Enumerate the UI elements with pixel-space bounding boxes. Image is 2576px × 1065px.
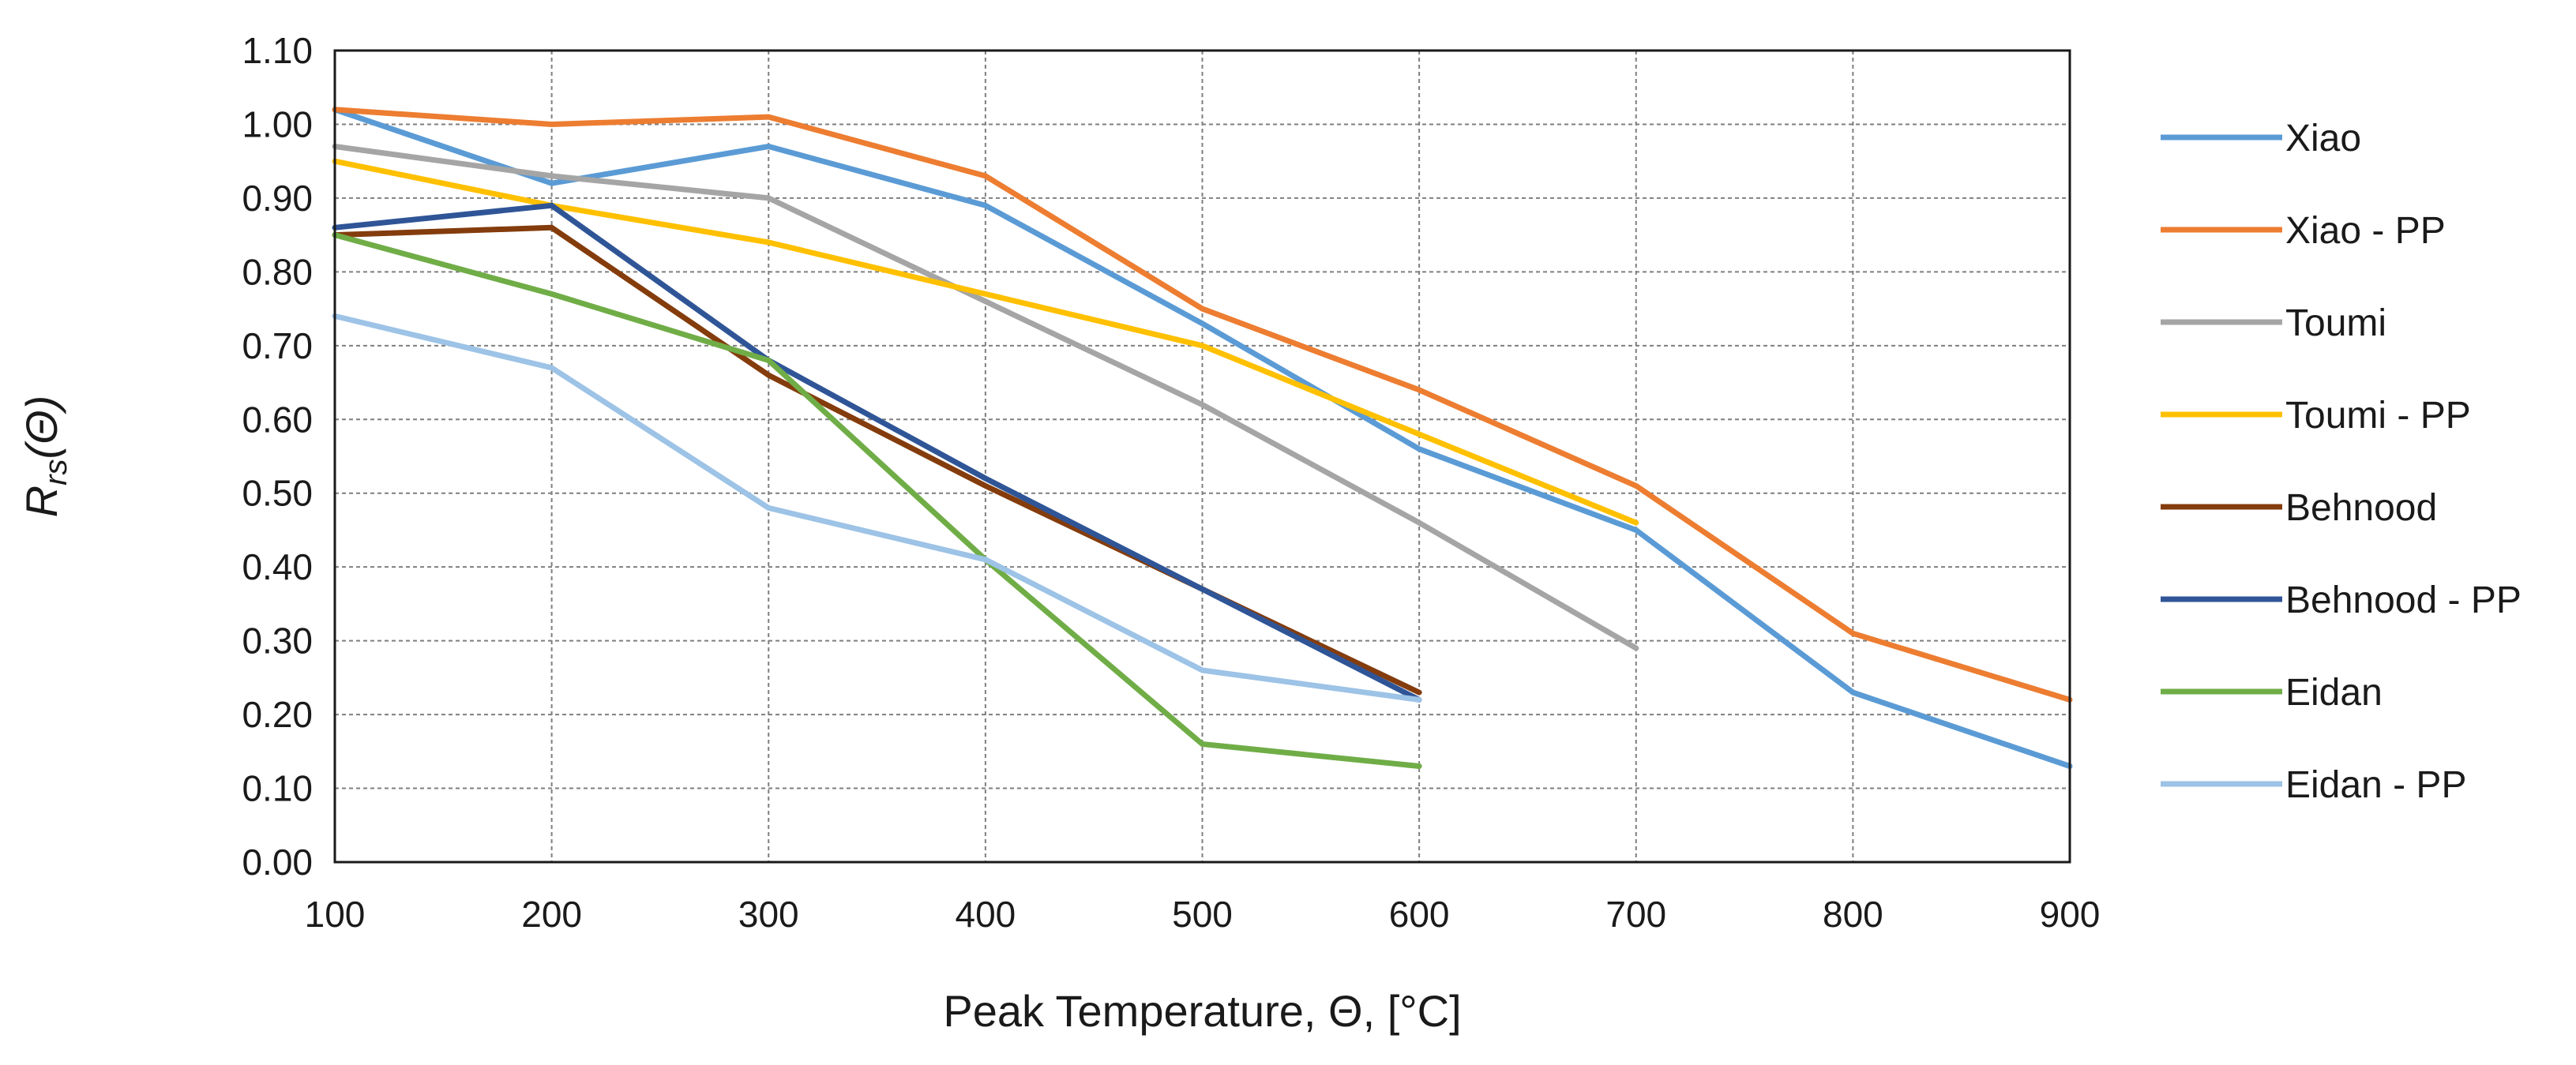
x-tick-label: 500 (1172, 894, 1233, 935)
x-tick-label: 600 (1389, 894, 1450, 935)
legend-item: Behnood - PP (2161, 579, 2522, 621)
legend-item: Eidan (2161, 672, 2383, 714)
y-tick-label: 0.30 (242, 621, 313, 662)
y-tick-label: 0.60 (242, 399, 313, 440)
series-line (332, 144, 1639, 651)
x-tick-label: 400 (956, 894, 1016, 935)
y-tick-label: 0.90 (242, 178, 313, 219)
plot-series (332, 107, 2073, 769)
y-tick-label: 0.80 (242, 251, 313, 292)
legend-item: Toumi - PP (2161, 395, 2471, 437)
legend-label: Xiao - PP (2285, 210, 2446, 252)
x-tick-label: 300 (738, 894, 799, 935)
x-tick-label: 100 (305, 894, 366, 935)
x-tick-label: 800 (1823, 894, 1883, 935)
y-tick-label: 1.10 (242, 30, 313, 71)
legend-item: Toumi (2161, 302, 2386, 344)
legend-label: Toumi (2285, 302, 2386, 344)
y-tick-label: 1.00 (242, 103, 313, 144)
series-line (332, 202, 1422, 703)
y-tick-label: 0.00 (242, 842, 313, 883)
series-line (332, 232, 1422, 769)
y-tick-label: 0.50 (242, 473, 313, 514)
y-tick-label: 0.20 (242, 694, 313, 735)
x-tick-label: 200 (521, 894, 582, 935)
series-line (332, 107, 2073, 769)
legend-label: Eidan (2285, 672, 2383, 714)
gridlines (334, 50, 2071, 863)
legend-item: Xiao - PP (2161, 210, 2446, 252)
y-axis-title: Rrs(Θ) (17, 396, 73, 518)
series-line (332, 107, 2073, 703)
legend-item: Behnood (2161, 487, 2437, 529)
y-tick-label: 0.40 (242, 546, 313, 587)
legend-label: Behnood - PP (2285, 579, 2522, 621)
x-axis-title: Peak Temperature, Θ, [°C] (943, 986, 1461, 1036)
legend-label: Xiao (2285, 118, 2361, 159)
y-tick-label: 0.70 (242, 325, 313, 366)
legend-item: Eidan - PP (2161, 764, 2466, 806)
y-axis-title-subscript: rs (39, 459, 73, 486)
x-tick-label: 900 (2040, 894, 2101, 935)
legend-label: Eidan - PP (2285, 764, 2466, 806)
legend-label: Behnood (2285, 487, 2437, 529)
x-axis-ticks: 100 200 300 400 500 600 700 800 900 (305, 894, 2101, 935)
y-axis-ticks: 0.00 0.10 0.20 0.30 0.40 0.50 0.60 0.70 0.80 0.90… (242, 30, 313, 883)
y-axis-title-argument: (Θ) (17, 396, 66, 459)
legend-item: Xiao (2161, 118, 2361, 159)
series-line (332, 313, 1422, 703)
y-tick-label: 0.10 (242, 768, 313, 809)
legend-label: Toumi - PP (2285, 395, 2471, 437)
x-tick-label: 700 (1605, 894, 1666, 935)
plot-frame (333, 49, 2071, 864)
y-axis-title-main: R (17, 486, 66, 517)
legend: Xiao Xiao - PP Toumi Toumi - PP Behnood Behno… (2161, 118, 2522, 806)
